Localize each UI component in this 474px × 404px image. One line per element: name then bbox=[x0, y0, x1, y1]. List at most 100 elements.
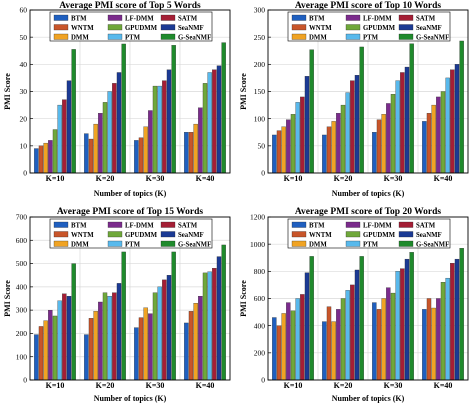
legend-swatch-seanmf bbox=[160, 24, 176, 31]
bar-dmm-k20 bbox=[331, 321, 336, 381]
chart-title: Average PMI score of Top 20 Words bbox=[295, 207, 441, 217]
bar-ptm-k30 bbox=[395, 271, 400, 381]
bar-lf-dmm-k10 bbox=[286, 119, 291, 174]
x-category-label: K=30 bbox=[146, 174, 165, 183]
bar-btm-k40 bbox=[422, 309, 427, 381]
y-tick-label: 0 bbox=[23, 169, 27, 178]
plot-frame bbox=[29, 216, 231, 381]
legend-swatch-lf-dmm bbox=[107, 14, 123, 21]
x-category-label: K=20 bbox=[334, 174, 353, 183]
legend-swatch-gpudmm bbox=[345, 231, 361, 238]
legend-label-dmm: DMM bbox=[71, 241, 89, 248]
legend-swatch-satm bbox=[398, 14, 414, 21]
bar-dmm-k20 bbox=[93, 311, 98, 381]
y-tick-label: 100 bbox=[16, 352, 28, 361]
bar-satm-k40 bbox=[212, 69, 217, 174]
bar-seanmf-k30 bbox=[166, 275, 172, 381]
bar-dmm-k40 bbox=[193, 123, 198, 174]
bar-g-seanmf-k10 bbox=[309, 49, 314, 174]
bar-gpudmm-k10 bbox=[290, 310, 296, 381]
legend-label-satm: SATM bbox=[416, 15, 436, 22]
bar-btm-k10 bbox=[34, 334, 39, 381]
y-tick-label: 100 bbox=[254, 114, 266, 123]
bar-dmm-k10 bbox=[281, 126, 286, 174]
bar-satm-k40 bbox=[450, 69, 455, 174]
bar-btm-k30 bbox=[134, 140, 139, 174]
chart-panel-3: 0 100 200 300 400 500 600 700 K=10 K=20 K=30 K=40 Av… bbox=[3, 207, 231, 403]
y-tick-label: 150 bbox=[254, 87, 266, 96]
bar-seanmf-k10 bbox=[66, 296, 72, 381]
bar-ptm-k10 bbox=[57, 300, 62, 381]
legend-label-wntm: WNTM bbox=[71, 232, 94, 239]
y-tick-label: 300 bbox=[16, 306, 28, 315]
legend: BTM WNTM DMM LF-DMM GPUDMM PTM SATM SeaNMF G-Sea… bbox=[287, 11, 451, 41]
bar-g-seanmf-k30 bbox=[409, 43, 414, 174]
legend-label-btm: BTM bbox=[309, 15, 325, 22]
bar-seanmf-k30 bbox=[404, 66, 410, 174]
bar-wntm-k30 bbox=[376, 119, 382, 174]
legend-swatch-g-seanmf bbox=[160, 33, 176, 40]
bar-btm-k20 bbox=[322, 134, 327, 174]
x-category-label: K=20 bbox=[96, 381, 115, 390]
legend-label-wntm: WNTM bbox=[309, 232, 332, 239]
bar-btm-k30 bbox=[372, 302, 377, 381]
bar-lf-dmm-k30 bbox=[148, 313, 153, 381]
y-tick-label: 600 bbox=[254, 294, 266, 303]
bar-gpudmm-k40 bbox=[440, 91, 446, 174]
bar-ptm-k40 bbox=[445, 77, 450, 174]
x-axis-label: Number of topics (K) bbox=[94, 394, 167, 403]
legend-swatch-btm bbox=[53, 14, 69, 21]
x-category-label: K=30 bbox=[146, 381, 165, 390]
bar-seanmf-k40 bbox=[454, 64, 460, 174]
bar-g-seanmf-k40 bbox=[459, 40, 464, 174]
y-tick-label: 0 bbox=[261, 376, 265, 385]
x-category-label: K=10 bbox=[46, 381, 65, 390]
legend-swatch-wntm bbox=[53, 231, 69, 238]
y-tick-label: 50 bbox=[20, 33, 28, 42]
legend-label-g-seanmf: G-SeaNMF bbox=[178, 241, 211, 248]
y-tick-label: 50 bbox=[258, 141, 266, 150]
bar-dmm-k30 bbox=[143, 307, 148, 381]
bar-wntm-k10 bbox=[38, 326, 44, 381]
bar-g-seanmf-k40 bbox=[459, 248, 464, 381]
legend-swatch-dmm bbox=[291, 33, 307, 40]
legend-label-lf-dmm: LF-DMM bbox=[125, 222, 154, 229]
bar-ptm-k20 bbox=[107, 296, 112, 381]
legend-swatch-seanmf bbox=[160, 231, 176, 238]
bar-btm-k20 bbox=[84, 133, 89, 174]
x-category-label: K=10 bbox=[46, 174, 65, 183]
bar-seanmf-k10 bbox=[304, 272, 310, 381]
bar-gpudmm-k20 bbox=[340, 104, 346, 174]
bar-wntm-k40 bbox=[426, 113, 432, 174]
bar-lf-dmm-k40 bbox=[198, 296, 203, 381]
bar-ptm-k40 bbox=[445, 277, 450, 381]
legend-swatch-ptm bbox=[345, 240, 361, 247]
legend-swatch-dmm bbox=[53, 240, 69, 247]
legend-box bbox=[287, 218, 451, 249]
bar-satm-k40 bbox=[450, 263, 455, 381]
bar-g-seanmf-k10 bbox=[71, 263, 76, 381]
y-tick-label: 400 bbox=[254, 321, 266, 330]
bar-satm-k40 bbox=[212, 268, 217, 381]
legend-swatch-wntm bbox=[291, 231, 307, 238]
bar-seanmf-k40 bbox=[216, 256, 222, 381]
legend-label-ptm: PTM bbox=[363, 241, 379, 248]
y-tick-label: 0 bbox=[261, 169, 265, 178]
bar-wntm-k20 bbox=[326, 126, 332, 174]
bar-wntm-k20 bbox=[88, 318, 94, 381]
y-tick-label: 60 bbox=[20, 6, 28, 15]
bar-seanmf-k40 bbox=[216, 65, 222, 174]
bar-g-seanmf-k20 bbox=[121, 43, 126, 174]
x-category-label: K=10 bbox=[284, 174, 303, 183]
bar-dmm-k40 bbox=[193, 303, 198, 381]
legend-label-gpudmm: GPUDMM bbox=[125, 25, 158, 32]
legend-label-ptm: PTM bbox=[125, 241, 141, 248]
bar-dmm-k20 bbox=[93, 123, 98, 174]
chart-title: Average PMI score of Top 10 Words bbox=[295, 1, 441, 11]
y-tick-label: 1000 bbox=[250, 240, 265, 249]
y-tick-label: 1200 bbox=[250, 213, 265, 222]
bar-satm-k10 bbox=[300, 96, 305, 174]
legend-box bbox=[49, 11, 213, 42]
